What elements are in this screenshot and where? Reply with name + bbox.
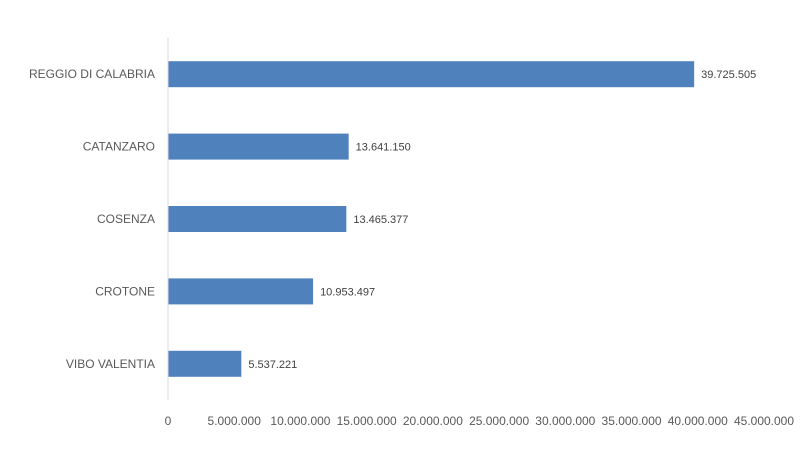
category-label: COSENZA [97,212,155,226]
bars-layer [168,61,695,377]
category-label: REGGIO DI CALABRIA [29,67,155,81]
x-tick-label: 45.000.000 [734,414,794,428]
x-tick-label: 0 [165,414,172,428]
data-label: 13.641.150 [356,142,411,154]
data-label: 13.465.377 [353,214,408,226]
category-label: CROTONE [95,284,155,298]
category-label: CATANZARO [83,140,155,154]
x-tick-label: 15.000.000 [337,414,397,428]
labels-layer: REGGIO DI CALABRIA 39.725.505 CATANZARO 13.… [29,67,756,371]
x-tick-label: 20.000.000 [403,414,463,428]
data-label: 10.953.497 [320,286,375,298]
x-tick-label: 5.000.000 [208,414,262,428]
data-label: 39.725.505 [701,69,756,81]
bar [168,61,695,88]
x-tick-label: 30.000.000 [535,414,595,428]
bar [168,278,314,305]
data-label: 5.537.221 [248,359,297,371]
x-tick-label: 35.000.000 [602,414,662,428]
x-tick-label: 10.000.000 [270,414,330,428]
bar [168,206,347,232]
category-label: VIBO VALENTIA [66,357,155,371]
bar [168,350,242,377]
x-tick-label: 40.000.000 [668,414,728,428]
x-tick-label: 25.000.000 [469,414,529,428]
bar [168,133,349,160]
axis-layer: 0 5.000.000 10.000.000 15.000.000 20.000.000… [165,38,794,428]
